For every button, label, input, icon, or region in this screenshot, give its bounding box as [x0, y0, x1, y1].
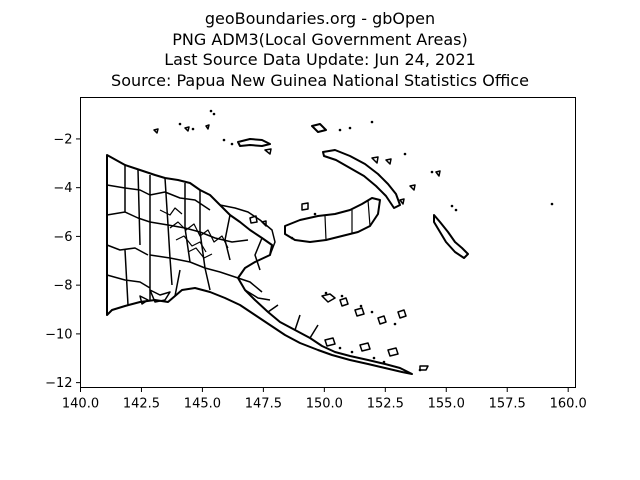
atoll-dot — [370, 310, 374, 314]
highlands-cluster — [159, 207, 229, 259]
map-title: geoBoundaries.org - gbOpen PNG ADM3(Loca… — [0, 9, 640, 91]
atoll-dot — [430, 170, 434, 174]
atoll-dot — [370, 120, 374, 124]
atoll-dot — [313, 212, 317, 216]
new-britain-admin — [324, 199, 371, 241]
x-tick-label: 142.5 — [123, 397, 160, 412]
bougainville — [433, 214, 469, 259]
new-hanover — [311, 123, 327, 133]
new-britain — [284, 197, 381, 243]
atoll-dot — [403, 152, 407, 156]
y-tick-label: −10 — [45, 327, 72, 342]
western-coast-islands — [139, 289, 171, 305]
atoll-dot — [212, 112, 216, 116]
admin-lines-east — [224, 214, 319, 339]
title-line-3: Last Source Data Update: Jun 24, 2021 — [164, 50, 476, 70]
y-tick-label: −6 — [53, 230, 72, 245]
title-line-2: PNG ADM3(Local Government Areas) — [172, 29, 468, 49]
atoll-dot — [418, 368, 422, 372]
new-ireland — [322, 149, 401, 209]
atoll-dot — [230, 142, 234, 146]
atoll-dot — [338, 128, 342, 132]
atoll-dot — [350, 350, 354, 354]
y-tick-label: −12 — [45, 376, 72, 391]
x-tick-label: 155.0 — [428, 397, 465, 412]
milne-bay-islands — [321, 293, 429, 371]
atoll-dot — [393, 322, 397, 326]
atoll-dot — [348, 126, 352, 130]
manus-small-islands — [153, 124, 272, 155]
title-line-1: geoBoundaries.org - gbOpen — [204, 9, 436, 28]
atoll-dot — [454, 208, 458, 212]
x-tick-label: 160.0 — [550, 397, 587, 412]
atoll-dot — [290, 236, 294, 240]
plot-frame — [80, 97, 576, 388]
atoll-dot — [178, 122, 182, 126]
atoll-dot — [209, 109, 213, 113]
x-tick-label: 147.5 — [245, 397, 282, 412]
admin-lines-central — [149, 177, 249, 297]
atoll-dots — [178, 109, 554, 372]
atoll-dot — [191, 127, 195, 131]
atoll-dot — [550, 202, 554, 206]
y-tick-label: −2 — [53, 132, 72, 147]
x-tick-label: 140.0 — [62, 397, 99, 412]
atoll-dot — [382, 360, 386, 364]
atoll-dot — [359, 304, 363, 308]
map-boundaries — [106, 109, 554, 375]
atoll-dot — [338, 346, 342, 350]
north-coast — [219, 204, 276, 256]
x-tick-label: 145.0 — [184, 397, 221, 412]
admin-lines-west — [106, 165, 151, 306]
atoll-dot — [222, 138, 226, 142]
atoll-dot — [324, 291, 328, 295]
x-tick-label: 157.5 — [489, 397, 526, 412]
y-tick-label: −8 — [53, 279, 72, 294]
north-islands — [371, 156, 441, 205]
manus-island — [237, 138, 271, 147]
atoll-dot — [450, 204, 454, 208]
axis-ticks: 140.0 142.5 145.0 147.5 150.0 152.5 155.0 157.5… — [45, 132, 587, 411]
umboi-islands — [249, 202, 309, 227]
x-tick-label: 152.5 — [367, 397, 404, 412]
mainland-outline — [106, 154, 413, 375]
atoll-dot — [372, 356, 376, 360]
title-line-4: Source: Papua New Guinea National Statis… — [111, 70, 529, 90]
y-tick-label: −4 — [53, 181, 72, 196]
atoll-dot — [340, 294, 344, 298]
x-tick-label: 150.0 — [306, 397, 343, 412]
